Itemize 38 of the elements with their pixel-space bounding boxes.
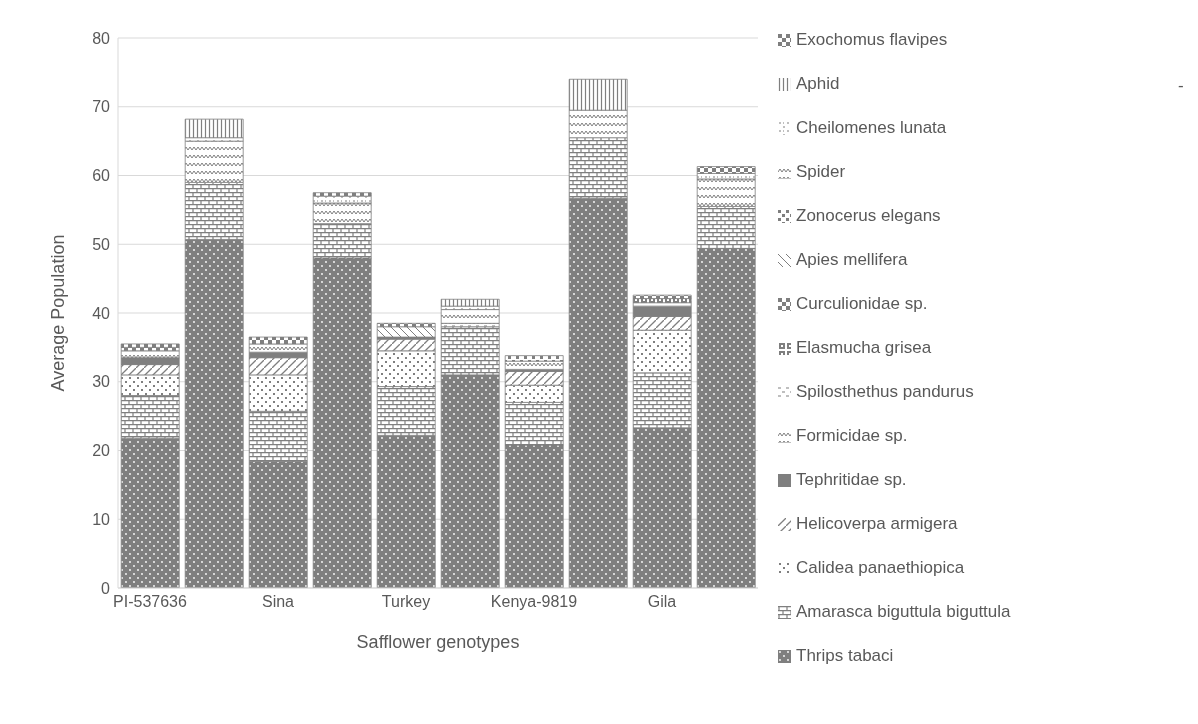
legend-label: Curculionidae sp.: [796, 294, 928, 314]
y-axis-title: Average Population: [48, 234, 69, 392]
x-tick-label: PI-537636: [113, 593, 188, 611]
legend-label: Zonocerus elegans: [796, 206, 941, 226]
bar: [184, 118, 244, 139]
bar: [120, 343, 180, 348]
y-tick-label: 80: [92, 29, 111, 47]
legend-label: Spilosthethus pandurus: [796, 382, 974, 402]
legend-label: Aphid: [796, 74, 840, 94]
x-tick-label: Gila: [647, 593, 677, 611]
legend-label: Tephritidae sp.: [796, 470, 907, 490]
legend-label: Exochomus flavipes: [796, 30, 948, 50]
x-tick-label: Kenya-9819: [490, 593, 578, 611]
y-tick-label: 60: [92, 167, 111, 185]
y-tick-label: 50: [92, 235, 111, 253]
y-tick-label: 40: [92, 304, 111, 322]
legend-label: Calidea panaethiopica: [796, 558, 965, 578]
x-axis-title: Safflower genotypes: [356, 632, 520, 652]
legend-label: Formicidae sp.: [796, 426, 908, 446]
legend-label: Spider: [796, 162, 846, 182]
legend-label: Amarasca biguttula biguttula: [796, 602, 1011, 622]
y-tick-label: 20: [92, 442, 111, 460]
text: -: [1178, 76, 1184, 95]
y-tick-label: 10: [92, 510, 111, 528]
y-tick-label: 0: [101, 579, 111, 597]
legend-label: Helicoverpa armigera: [796, 514, 958, 534]
x-tick-label: Sina: [261, 593, 295, 611]
bar: [632, 294, 692, 299]
legend-label: Cheilomenes lunata: [796, 118, 947, 138]
legend-label: Elasmucha grisea: [796, 338, 932, 358]
legend-label: Apies mellifera: [796, 250, 908, 270]
y-tick-label: 70: [92, 98, 111, 116]
bar: [376, 326, 436, 338]
x-tick-label: Turkey: [381, 593, 431, 611]
y-tick-label: 30: [92, 373, 111, 391]
bar: [440, 309, 500, 324]
legend-label: Thrips tabaci: [796, 646, 894, 666]
bar: [440, 298, 500, 307]
